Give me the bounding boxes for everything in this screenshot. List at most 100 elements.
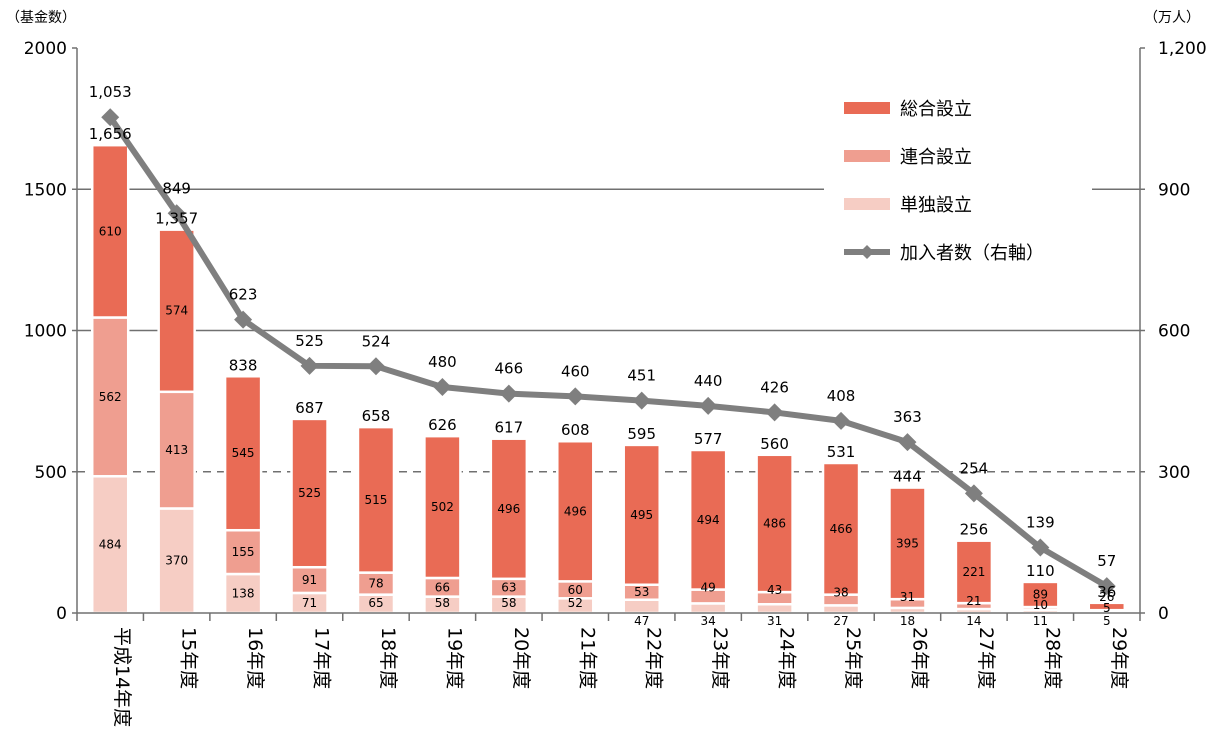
bar-segment-label: 63 [501,581,516,595]
bar-segment [290,565,329,595]
bar-segment [688,602,728,615]
bar-segment-label: 43 [767,583,782,597]
bar-total-label: 256 [960,521,989,539]
labels: 4845626101,6563704135741,357138155545838… [89,83,1117,628]
bar-segment [1021,580,1060,609]
bar-segment [356,425,396,574]
bar-segment-label: 38 [833,586,848,600]
x-tick-label: 23年度 [709,627,731,689]
bar-total-label: 1,357 [155,210,198,228]
bar-segment-label: 49 [701,581,716,595]
bar-total-label: 110 [1026,562,1055,580]
bar-segment-label: 496 [497,502,520,516]
bar-segment-label: 574 [165,304,188,318]
bar-segment [755,453,794,594]
bar-segment [90,316,130,478]
line-marker [300,356,319,375]
y-left-tick-label: 500 [35,463,67,483]
bar-segment-label: 466 [830,522,853,536]
x-tick-label: 28年度 [1041,627,1063,689]
line-value-label: 480 [428,353,457,371]
bar-segment-label: 545 [232,446,255,460]
axes: 0 500 1000 1500 2000 0 300 600 900 1,200 平成14年度 15年… [24,39,1207,727]
bar-segment-label: 525 [298,486,321,500]
bar-segment [423,434,462,580]
y-right-tick-label: 600 [1158,322,1190,342]
legend-line-marker [860,245,874,259]
bar-segment [223,375,263,532]
bar-total-label: 626 [428,416,457,434]
bar-segment-label: 5 [1103,601,1111,615]
line-value-label: 440 [694,372,723,390]
line-value-label: 525 [295,332,324,350]
x-tick-label: 16年度 [244,627,266,689]
bar-segment-label: 53 [634,585,649,599]
y-right-tick-label: 0 [1158,604,1169,624]
bar-segment-label: 395 [896,536,919,550]
bar-segment [157,228,196,394]
bar-segment-label: 562 [99,390,122,404]
bar-segment-label: 495 [630,508,653,522]
bar-total-label: 687 [295,399,324,417]
bar-segment-label: 496 [564,504,587,518]
bar-segment-label: 11 [1033,614,1048,628]
legend-label: 連合設立 [900,147,972,168]
line-value-label: 363 [893,408,922,426]
line-marker [898,433,917,452]
bar-segment-label: 31 [767,614,782,628]
line-marker [234,310,253,329]
line-marker [167,204,186,223]
bar-segment-label: 34 [701,614,716,628]
bar-total-label: 444 [893,468,922,486]
bar-segment-label: 486 [763,516,786,530]
line-value-label: 408 [827,387,856,405]
line-marker [699,396,718,415]
bar-segment-label: 515 [365,493,388,507]
x-tick-label: 15年度 [178,627,200,689]
y-right-tick-label: 900 [1158,180,1190,200]
bar-total-label: 617 [495,419,524,437]
y-left-tick-label: 2000 [24,39,67,59]
y-left-tick-label: 1500 [24,180,67,200]
line-value-label: 1,053 [89,83,132,101]
bar-total-label: 531 [827,443,856,461]
line-marker [832,411,851,430]
bar-total-label: 36 [1097,583,1116,601]
line-marker [765,403,784,422]
line-marker [566,387,585,406]
x-tick-label: 18年度 [377,627,399,689]
bar-segment-label: 65 [368,596,383,610]
x-tick-label: 25年度 [842,627,864,689]
bar-segment-label: 413 [165,443,188,457]
x-tick-label: 29年度 [1108,627,1130,689]
legend-swatch [844,150,890,162]
bar-segment [489,437,529,581]
line-value-label: 254 [960,459,989,477]
y-right-axis-title: （万人） [1144,10,1200,26]
x-tick-label: 平成14年度 [111,627,133,727]
line-value-label: 524 [362,332,391,350]
y-left-tick-label: 1000 [24,322,67,342]
bar-segment-label: 138 [232,587,255,601]
x-tick-label: 17年度 [311,627,333,689]
bar-segment [755,602,794,615]
x-tick-label: 22年度 [643,627,665,689]
line-value-label: 466 [495,360,524,378]
x-tick-label: 20年度 [510,627,532,689]
y-right-tick-label: 300 [1158,463,1190,483]
bar-segment [821,461,861,596]
bar-segment [157,507,196,615]
line-marker [499,384,518,403]
x-tick-label: 27年度 [975,627,997,689]
line-marker [1097,577,1116,596]
legend-label: 単独設立 [900,195,972,216]
bar-segment-label: 66 [435,580,450,594]
line-value-label: 57 [1097,552,1116,570]
bar-segment-label: 14 [966,614,981,628]
bar-segment-label: 502 [431,500,454,514]
line-marker [632,391,651,410]
x-tick-label: 21年度 [576,627,598,689]
bar-segment-label: 71 [302,596,317,610]
